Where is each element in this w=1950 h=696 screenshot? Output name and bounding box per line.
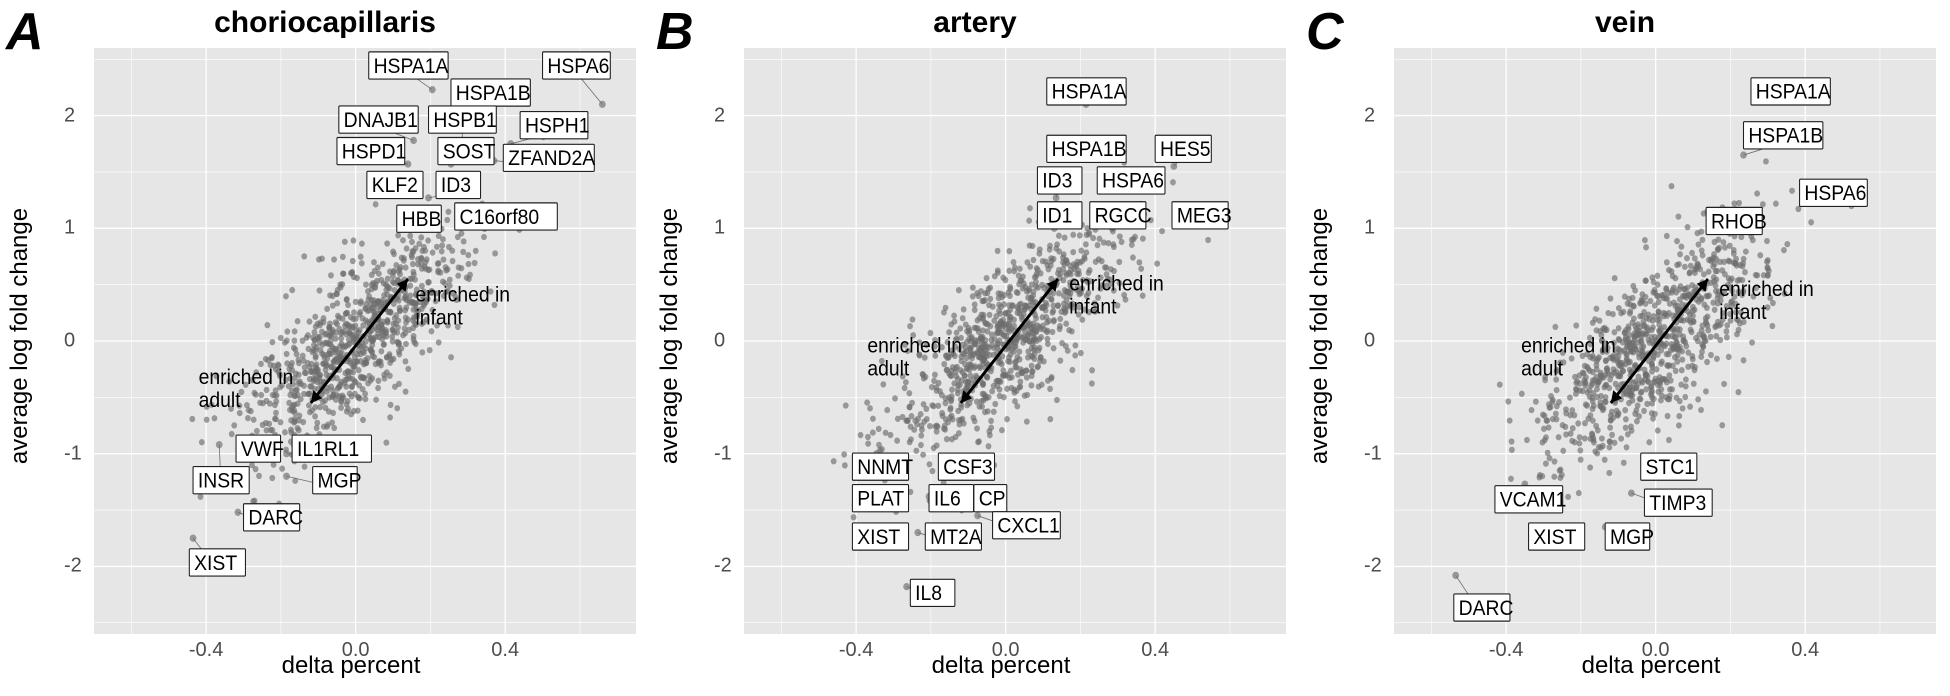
x-tick: 0.4 (491, 639, 519, 662)
gene-label: HSPH1 (525, 115, 590, 138)
gene-label: RHOB (1711, 211, 1767, 234)
gene-label: IL1RL1 (297, 438, 359, 461)
svg-text:infant: infant (1069, 296, 1117, 319)
x-tick: 0.4 (1141, 639, 1169, 662)
gene-label: KLF2 (372, 175, 418, 198)
panel-title: vein (1300, 6, 1950, 40)
x-tick: -0.4 (1489, 639, 1523, 662)
y-axis-label: average log fold change (1306, 208, 1334, 464)
svg-text:infant: infant (415, 307, 463, 330)
y-tick: -1 (714, 442, 732, 465)
gene-label: DARC (248, 507, 303, 530)
gene-label: HES5 (1160, 139, 1211, 162)
gene-label: DNAJB1 (344, 109, 418, 132)
gene-label: ID1 (1042, 205, 1072, 228)
gene-label: VCAM1 (1500, 489, 1567, 512)
y-tick: -2 (1364, 555, 1382, 578)
y-tick: 2 (714, 104, 725, 127)
gene-label: HBB (402, 208, 442, 231)
y-tick: -1 (64, 442, 82, 465)
gene-label: PLAT (857, 488, 904, 511)
gene-label: C16orf80 (460, 206, 540, 229)
panel-title: artery (650, 6, 1300, 40)
scatter-plot: enriched ininfantenriched inadultHSPA1AH… (94, 48, 636, 634)
gene-label: VWF (241, 438, 284, 461)
scatter-plot: enriched ininfantenriched inadultHSPA1AH… (744, 48, 1286, 634)
svg-text:adult: adult (867, 358, 909, 381)
y-tick: 2 (64, 104, 75, 127)
y-tick: 0 (1364, 330, 1375, 353)
y-axis-label: average log fold change (656, 208, 684, 464)
gene-label: RGCC (1095, 205, 1152, 228)
gene-label: HSPA1A (1756, 81, 1831, 104)
gene-label: HSPA1A (1052, 81, 1127, 104)
y-tick: 0 (714, 330, 725, 353)
svg-text:enriched in: enriched in (199, 366, 294, 389)
svg-text:enriched in: enriched in (1719, 278, 1814, 301)
svg-text:enriched in: enriched in (1069, 273, 1164, 296)
y-tick: 1 (64, 217, 75, 240)
x-tick: -0.4 (189, 639, 223, 662)
gene-label: XIST (857, 526, 900, 549)
x-tick: 0.0 (1642, 639, 1670, 662)
gene-label: ID3 (1042, 170, 1072, 193)
gene-label: DARC (1459, 597, 1514, 620)
gene-label: HSPA1A (374, 55, 449, 78)
x-tick: 0.4 (1791, 639, 1819, 662)
gene-label: ID3 (441, 175, 471, 198)
y-tick: -2 (64, 555, 82, 578)
gene-label: HSPD1 (342, 141, 407, 164)
gene-label: MEG3 (1177, 205, 1232, 228)
y-tick: -1 (1364, 442, 1382, 465)
gene-label: NNMT (857, 456, 913, 479)
gene-label: CP (979, 488, 1006, 511)
y-axis-label: average log fold change (6, 208, 34, 464)
svg-text:adult: adult (1521, 358, 1563, 381)
gene-label: HSPA1B (1748, 125, 1823, 148)
gene-label: HSPB1 (433, 109, 496, 132)
gene-label: STC1 (1646, 456, 1695, 479)
gene-label: CXCL1 (997, 515, 1059, 538)
gene-label: XIST (1533, 526, 1576, 549)
svg-text:enriched in: enriched in (867, 335, 962, 358)
panel-title: choriocapillaris (0, 6, 650, 40)
gene-label: TIMP3 (1649, 492, 1706, 515)
gene-label: HSPA6 (1102, 170, 1164, 193)
gene-label: HSPA1B (1052, 139, 1127, 162)
gene-label: HSPA1B (456, 82, 531, 105)
gene-label: ZFAND2A (508, 148, 596, 171)
svg-text:enriched in: enriched in (415, 284, 510, 307)
y-tick: 2 (1364, 104, 1375, 127)
scatter-plot: enriched ininfantenriched inadultHSPA1AH… (1394, 48, 1936, 634)
gene-label: CSF3 (943, 456, 992, 479)
y-tick: 1 (1364, 217, 1375, 240)
gene-label: MT2A (930, 526, 982, 549)
y-tick: 1 (714, 217, 725, 240)
x-tick: 0.0 (992, 639, 1020, 662)
x-tick: 0.0 (342, 639, 370, 662)
gene-label: HSPA6 (547, 55, 609, 78)
gene-label: IL6 (934, 488, 961, 511)
gene-label: SOST (443, 141, 496, 164)
svg-text:adult: adult (199, 389, 241, 412)
gene-label: HSPA6 (1804, 182, 1866, 205)
y-tick: -2 (714, 555, 732, 578)
gene-label: XIST (194, 552, 237, 575)
gene-label: INSR (198, 470, 244, 493)
y-tick: 0 (64, 330, 75, 353)
gene-label: IL8 (915, 583, 942, 606)
gene-label: MGP (1610, 526, 1654, 549)
svg-text:infant: infant (1719, 301, 1767, 324)
svg-text:enriched in: enriched in (1521, 335, 1616, 358)
gene-label: MGP (318, 470, 362, 493)
x-tick: -0.4 (839, 639, 873, 662)
